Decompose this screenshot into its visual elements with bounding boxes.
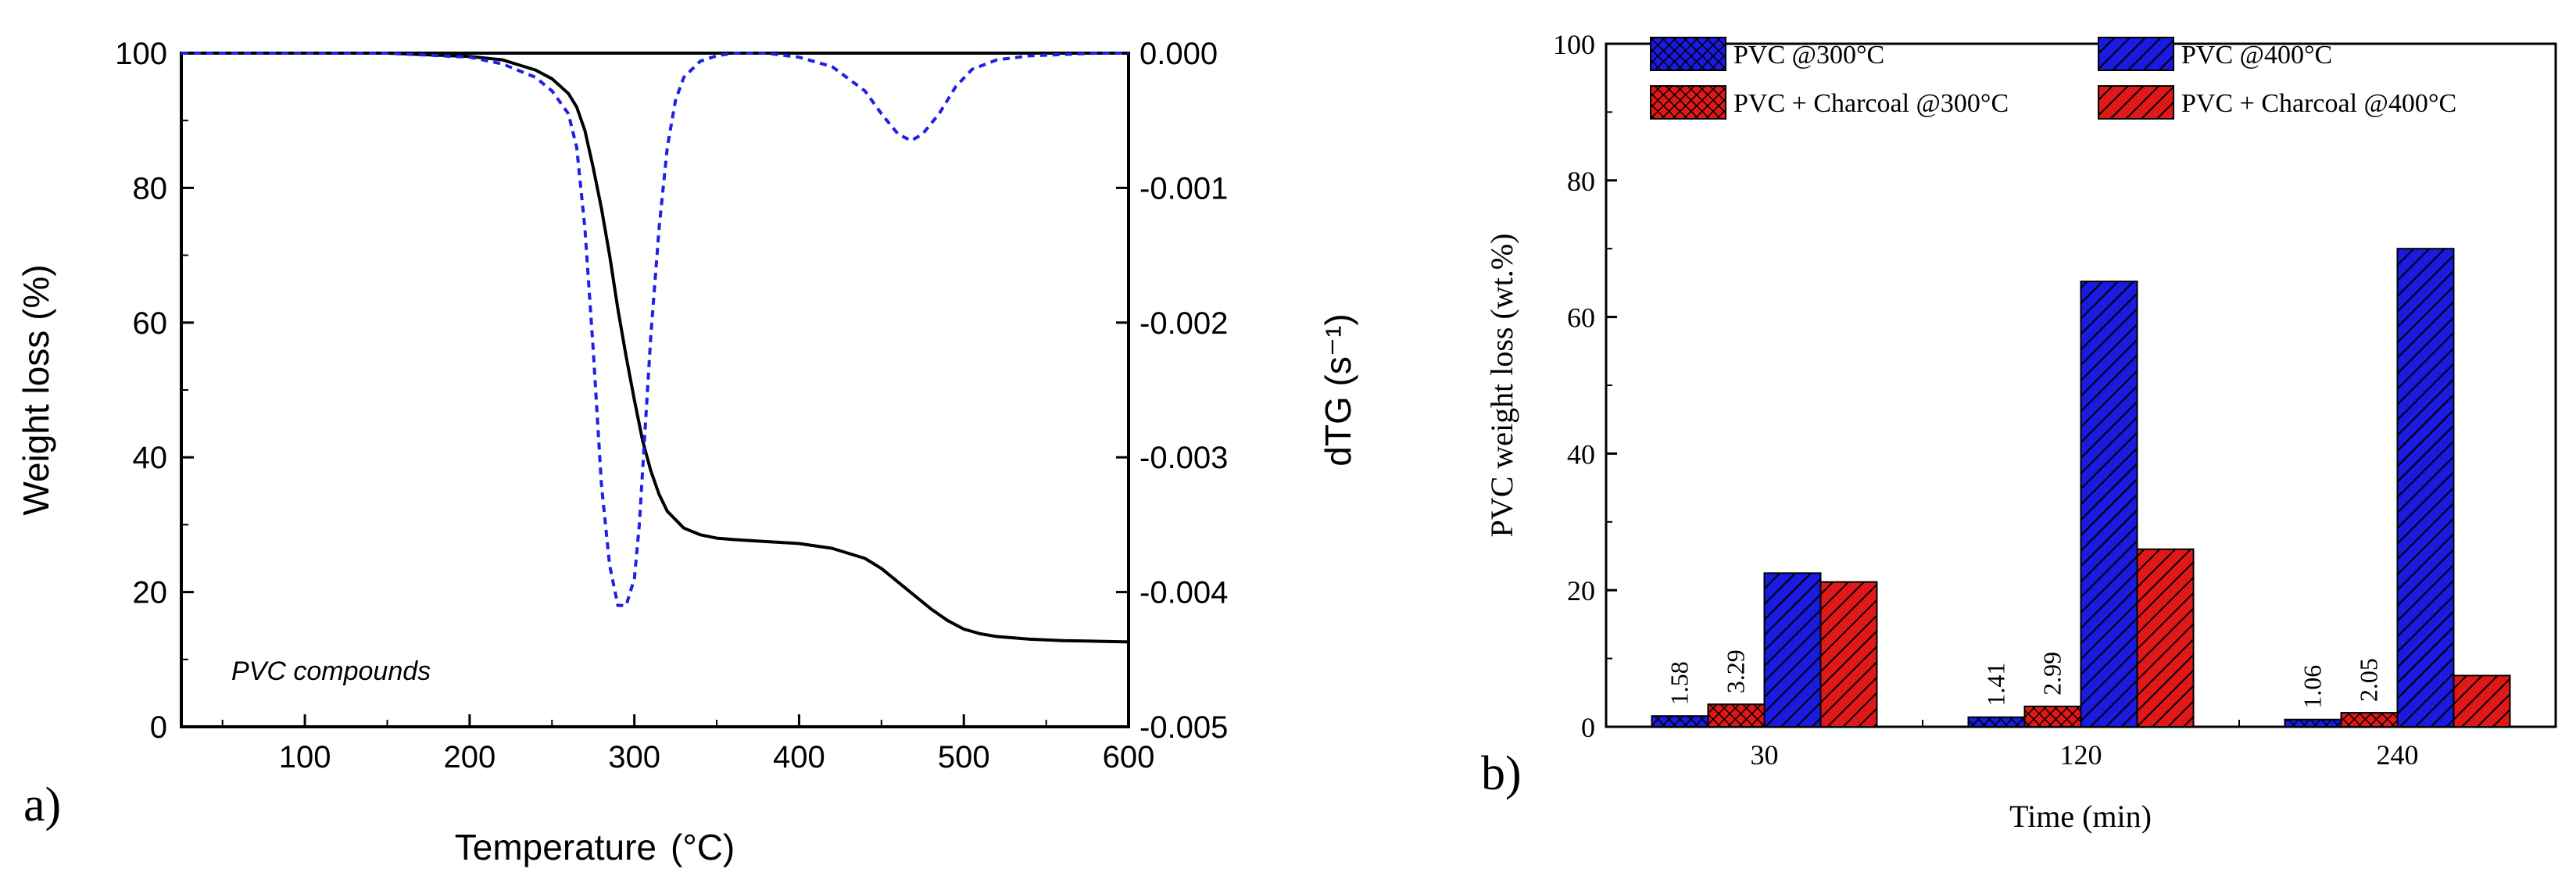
legend-swatch	[1650, 37, 1726, 71]
bar-data-label: 2.05	[2355, 658, 2383, 702]
panel-b-ticks: 0 20 40 60 80 100 30 120 240	[1553, 29, 2419, 771]
panel-b-legend: PVC @300°C PVC @400°C PVC + Charcoal @300°…	[1650, 37, 2456, 120]
y-tick-label: 20	[1567, 575, 1595, 606]
bar-data-label: 1.41	[1982, 663, 2010, 706]
panel-a-xlabel-unit: (°C)	[671, 827, 735, 867]
x-tick-label: 300	[608, 740, 660, 774]
panel-a-label: a)	[23, 778, 61, 832]
x-tick-label: 240	[2377, 739, 2419, 771]
legend-label: PVC + Charcoal @400°C	[2181, 89, 2456, 118]
bar-data-label: 1.06	[2299, 665, 2327, 709]
y-tick-label: 40	[1567, 438, 1595, 470]
y2-tick-label: -0.002	[1140, 306, 1228, 341]
y-tick-label: 80	[133, 171, 168, 206]
bar-data-label: 1.58	[1665, 661, 1694, 705]
y2-tick-label: -0.001	[1140, 171, 1228, 206]
bar	[1819, 581, 1878, 728]
bar	[1707, 703, 1766, 728]
panel-a-ylabel-right: dTG (s⁻¹)	[1318, 313, 1358, 466]
panel-b-label: b)	[1481, 747, 1522, 800]
panel-a: 100 200 300 400 500 600 0 20 40 60 80 100 0.000 -0.00…	[16, 37, 1358, 867]
legend-swatch	[2098, 85, 2174, 120]
x-tick-label: 500	[938, 740, 990, 774]
bar	[2396, 248, 2455, 728]
panel-a-ticks: 100 200 300 400 500 600 0 20 40 60 80 100 0.000 -0.00…	[115, 37, 1228, 774]
panel-a-ylabel-left: Weight loss (%)	[16, 264, 56, 515]
dtg-line	[181, 52, 1129, 607]
x-tick-label: 200	[443, 740, 496, 774]
bar	[2340, 712, 2399, 728]
y-tick-label: 40	[133, 441, 168, 475]
panel-b: 0 20 40 60 80 100 30 120 240 1.58 3.29 1.41 2.99 1.0…	[1481, 29, 2557, 834]
panel-b-bars: 1.58 3.29 1.41 2.99 1.06 2.05	[1651, 248, 2511, 728]
y-tick-label: 100	[1553, 29, 1595, 60]
legend-label: PVC @300°C	[1733, 41, 1884, 70]
y2-tick-label: 0.000	[1140, 37, 1218, 71]
bar	[1967, 716, 2026, 728]
panel-a-series	[181, 52, 1129, 644]
bar	[1763, 572, 1822, 728]
y-tick-label: 60	[1567, 302, 1595, 334]
y-tick-label: 60	[133, 306, 168, 341]
panel-a-xlabel: Temperature	[455, 827, 657, 867]
y2-tick-label: -0.005	[1140, 710, 1228, 745]
y2-tick-label: -0.003	[1140, 441, 1228, 475]
bar-data-label: 3.29	[1722, 649, 1750, 693]
y-tick-label: 100	[115, 37, 167, 71]
tg-line	[181, 52, 1129, 644]
legend-swatch	[1650, 85, 1726, 120]
x-tick-label: 600	[1103, 740, 1155, 774]
x-tick-label: 100	[279, 740, 331, 774]
legend-swatch	[2098, 37, 2174, 71]
bar	[2284, 718, 2342, 728]
panel-b-xlabel: Time (min)	[2009, 799, 2152, 834]
x-tick-label: 120	[2060, 739, 2102, 771]
y-tick-label: 80	[1567, 166, 1595, 197]
legend-label: PVC @400°C	[2181, 41, 2332, 70]
x-tick-label: 30	[1751, 739, 1779, 771]
bar	[2136, 548, 2195, 728]
bar	[2453, 674, 2511, 728]
bar	[1651, 715, 1709, 728]
y-tick-label: 0	[150, 710, 167, 745]
bar	[2023, 705, 2082, 728]
bar-data-label: 2.99	[2038, 652, 2066, 696]
bar	[2080, 281, 2138, 728]
panel-a-frame	[180, 52, 1130, 728]
panel-b-ylabel: PVC weight loss (wt.%)	[1484, 234, 1519, 538]
panel-a-annotation: PVC compounds	[231, 656, 431, 686]
x-tick-label: 400	[773, 740, 825, 774]
y2-tick-label: -0.004	[1140, 576, 1228, 610]
y-tick-label: 20	[133, 576, 168, 610]
y-tick-label: 0	[1581, 712, 1595, 743]
legend-label: PVC + Charcoal @300°C	[1733, 89, 2009, 118]
